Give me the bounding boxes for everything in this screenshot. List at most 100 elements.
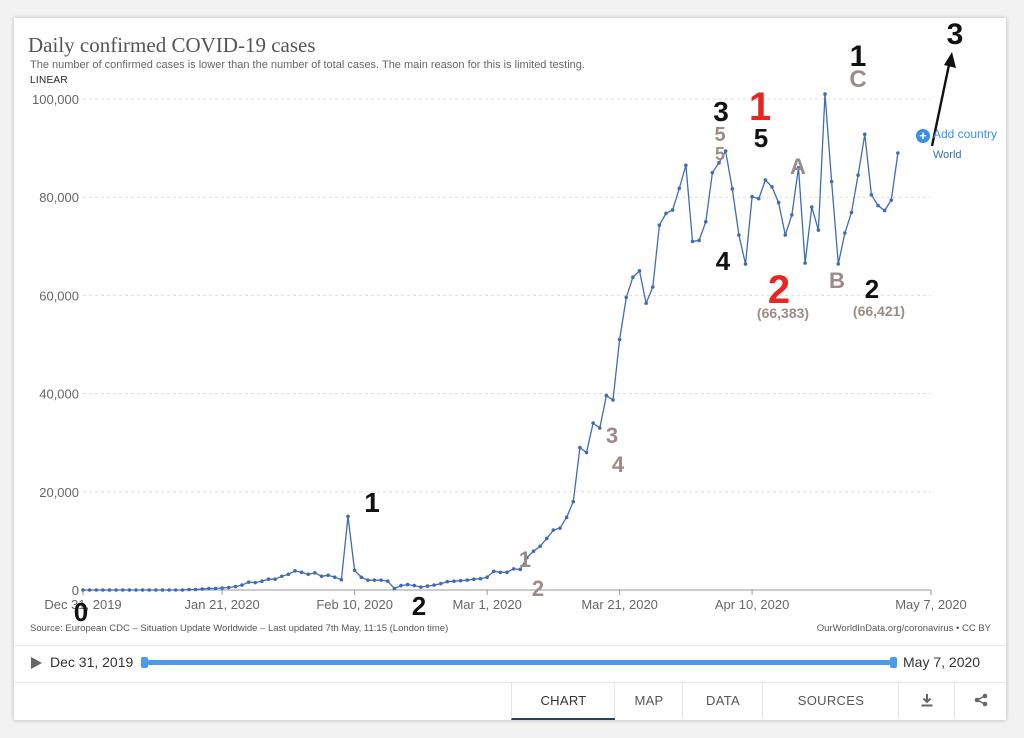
data-point [306, 572, 311, 577]
data-point [332, 575, 337, 580]
data-point [611, 398, 615, 402]
chart-card [14, 18, 1006, 720]
y-tick-label: 0 [72, 583, 79, 598]
x-tick-label: Dec 31, 2019 [44, 597, 121, 612]
data-point [869, 192, 874, 197]
data-point [538, 544, 542, 549]
timeline-slider[interactable] [144, 660, 895, 665]
data-point [631, 275, 635, 280]
data-point [293, 569, 297, 573]
data-point [458, 578, 463, 583]
data-point [193, 587, 198, 592]
data-point [359, 575, 364, 580]
tab-map[interactable]: MAP [614, 682, 683, 718]
data-point [544, 536, 549, 541]
wave-label: 3 [947, 18, 964, 51]
play-icon[interactable] [31, 657, 42, 669]
plus-icon: + [916, 129, 930, 143]
data-point [584, 450, 589, 455]
arrow-shaft [930, 59, 952, 147]
series-points [81, 92, 900, 592]
data-point [107, 588, 112, 592]
data-point [710, 170, 715, 175]
timeline-start-handle[interactable] [141, 657, 148, 668]
data-point [438, 581, 443, 586]
download-button[interactable] [898, 682, 955, 718]
timeline-end-handle[interactable] [890, 657, 897, 668]
wave-label: 5 [754, 123, 768, 153]
data-point [896, 151, 900, 155]
data-point [876, 203, 880, 208]
data-point [207, 586, 211, 591]
data-point [346, 514, 350, 519]
timeline-start-date: Dec 31, 2019 [50, 654, 134, 670]
data-point [465, 578, 470, 582]
data-point [213, 586, 218, 591]
data-point [326, 573, 330, 578]
tab-sources[interactable]: SOURCES [762, 682, 899, 718]
data-point [498, 570, 503, 575]
data-point [180, 588, 185, 592]
data-point [505, 570, 509, 575]
data-point [677, 186, 682, 191]
wave-label: 5 [715, 144, 725, 164]
data-point [889, 198, 894, 202]
data-point [352, 568, 357, 573]
wave-label: 4 [716, 246, 731, 276]
data-point [829, 179, 834, 184]
data-point [220, 586, 224, 590]
data-point [558, 526, 562, 530]
wave-label: 4 [612, 452, 625, 477]
wave-label: C [849, 66, 866, 93]
y-tick-label: 40,000 [39, 387, 79, 402]
data-point [737, 233, 741, 237]
data-point [432, 583, 436, 587]
data-point [299, 570, 304, 575]
data-point [525, 555, 529, 560]
data-point [313, 571, 317, 575]
data-point [756, 196, 761, 201]
grid-layer [83, 98, 931, 591]
y-tick-label: 80,000 [39, 190, 79, 205]
wave-label: 1 [364, 487, 380, 518]
data-point [624, 295, 629, 300]
data-point [246, 580, 251, 584]
y-tick-label: 60,000 [39, 288, 79, 303]
data-point [770, 185, 774, 189]
data-point [253, 580, 258, 585]
tab-data[interactable]: DATA [682, 682, 763, 718]
tab-chart[interactable]: CHART [511, 682, 615, 720]
data-point [134, 588, 138, 592]
data-point [591, 421, 595, 425]
data-point [452, 579, 456, 583]
data-point [856, 173, 860, 177]
add-country-button[interactable]: + Add country [916, 127, 997, 143]
y-tick-label: 20,000 [39, 485, 79, 500]
wave-label: (66,383) [757, 305, 809, 321]
share-button[interactable] [954, 682, 1007, 718]
data-point [816, 228, 821, 232]
data-point [849, 210, 854, 215]
data-point [684, 163, 688, 168]
data-point [101, 588, 105, 592]
data-point [372, 578, 377, 582]
data-point [823, 92, 827, 96]
data-point [604, 393, 609, 398]
data-point [723, 149, 728, 153]
source-link[interactable]: OurWorldInData.org/coronavirus • CC BY [816, 623, 991, 634]
source-note: Source: European CDC – Situation Update … [30, 623, 449, 634]
data-point [578, 445, 582, 450]
data-point [670, 208, 675, 212]
data-point [637, 269, 642, 273]
data-point [664, 211, 668, 216]
data-point [167, 588, 171, 592]
data-point [200, 587, 205, 591]
timeline-end-date: May 7, 2020 [903, 654, 981, 670]
data-point [87, 588, 92, 592]
data-point [862, 132, 867, 137]
wave-label: 2 [865, 274, 879, 304]
data-point [366, 578, 370, 582]
data-point [233, 584, 238, 589]
scale-toggle[interactable]: LINEAR [30, 75, 68, 86]
